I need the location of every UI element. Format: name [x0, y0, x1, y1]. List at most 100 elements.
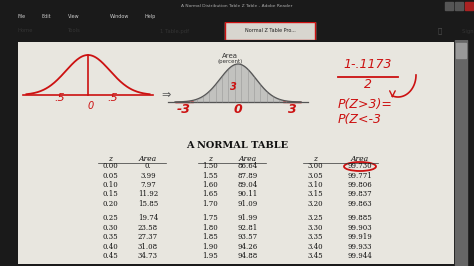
Text: 0.05: 0.05 [102, 172, 118, 180]
Bar [456, 43, 466, 58]
Text: A NORMAL TABLE: A NORMAL TABLE [186, 141, 288, 150]
Text: 3.35: 3.35 [307, 233, 323, 241]
Text: 3.25: 3.25 [307, 214, 323, 222]
Text: 86.64: 86.64 [238, 162, 258, 170]
Text: 3.15: 3.15 [307, 190, 323, 198]
Bar [455, 40, 467, 266]
Text: 0.: 0. [145, 162, 151, 170]
Text: Tools: Tools [68, 28, 81, 34]
Text: Edit: Edit [42, 15, 52, 19]
Text: 99.806: 99.806 [347, 181, 373, 189]
Text: 1.60: 1.60 [202, 181, 218, 189]
Text: P(Z>3)=: P(Z>3)= [338, 98, 393, 111]
Text: Window: Window [110, 15, 129, 19]
Text: Sign In: Sign In [462, 28, 474, 34]
Text: 99.933: 99.933 [348, 243, 372, 251]
Text: 0.15: 0.15 [102, 190, 118, 198]
Text: z: z [108, 155, 112, 163]
Text: 94.88: 94.88 [238, 252, 258, 260]
Text: 99.919: 99.919 [347, 233, 373, 241]
Text: 1-.1173: 1-.1173 [344, 58, 392, 71]
Text: 1.85: 1.85 [202, 233, 218, 241]
Text: 1.75: 1.75 [202, 214, 218, 222]
Text: 99.885: 99.885 [347, 214, 373, 222]
Text: 1 Table.pdf: 1 Table.pdf [160, 28, 189, 34]
Text: .5: .5 [55, 93, 65, 103]
Text: $\Rightarrow$: $\Rightarrow$ [158, 89, 172, 99]
Text: 0.45: 0.45 [102, 252, 118, 260]
Bar [455, 2, 463, 10]
Text: 99.730: 99.730 [348, 162, 372, 170]
Bar [445, 2, 453, 10]
Text: 99.771: 99.771 [347, 172, 373, 180]
Text: 3.00: 3.00 [307, 162, 323, 170]
Text: 23.58: 23.58 [138, 224, 158, 232]
Text: 90.11: 90.11 [238, 190, 258, 198]
Text: P(Z<-3: P(Z<-3 [338, 113, 382, 126]
Text: 1.50: 1.50 [202, 162, 218, 170]
Text: -3: -3 [177, 103, 191, 116]
Text: 93.57: 93.57 [238, 233, 258, 241]
Text: 7.97: 7.97 [140, 181, 156, 189]
Text: 94.26: 94.26 [238, 243, 258, 251]
Text: 0.00: 0.00 [102, 162, 118, 170]
Text: Area: Area [222, 53, 238, 59]
Text: 3.10: 3.10 [307, 181, 323, 189]
Text: Area: Area [351, 155, 369, 163]
Text: 0.10: 0.10 [102, 181, 118, 189]
Text: Help: Help [145, 15, 156, 19]
Text: 15.85: 15.85 [138, 200, 158, 208]
Text: (percent): (percent) [218, 59, 243, 64]
Text: 91.09: 91.09 [238, 200, 258, 208]
Text: 3.45: 3.45 [307, 252, 323, 260]
Text: 31.08: 31.08 [138, 243, 158, 251]
Text: 0.30: 0.30 [102, 224, 118, 232]
Text: Home: Home [18, 28, 34, 34]
Text: 99.863: 99.863 [348, 200, 372, 208]
Text: 3.20: 3.20 [307, 200, 323, 208]
Text: 0.20: 0.20 [102, 200, 118, 208]
Text: 0.40: 0.40 [102, 243, 118, 251]
Text: 1.90: 1.90 [202, 243, 218, 251]
Text: z: z [313, 155, 317, 163]
Text: 3.99: 3.99 [140, 172, 156, 180]
Text: 87.89: 87.89 [238, 172, 258, 180]
Text: 11.92: 11.92 [138, 190, 158, 198]
Text: 2: 2 [364, 78, 372, 91]
Text: 0.35: 0.35 [102, 233, 118, 241]
Text: 99.903: 99.903 [348, 224, 372, 232]
Text: 0: 0 [88, 101, 94, 111]
Text: 91.99: 91.99 [238, 214, 258, 222]
Text: 1.55: 1.55 [202, 172, 218, 180]
Text: 89.04: 89.04 [238, 181, 258, 189]
Text: 3.30: 3.30 [307, 224, 323, 232]
Text: 1.80: 1.80 [202, 224, 218, 232]
Text: A Normal Distribution Table Z Table - Adobe Reader: A Normal Distribution Table Z Table - Ad… [182, 4, 292, 8]
Text: 99.837: 99.837 [348, 190, 372, 198]
Bar [225, 22, 315, 40]
Text: 0.25: 0.25 [102, 214, 118, 222]
Text: Area: Area [239, 155, 257, 163]
Text: 1.70: 1.70 [202, 200, 218, 208]
Text: 19.74: 19.74 [138, 214, 158, 222]
Text: 3.40: 3.40 [307, 243, 323, 251]
Text: ⓘ: ⓘ [438, 28, 442, 34]
Text: File: File [18, 15, 26, 19]
Text: 3.05: 3.05 [307, 172, 323, 180]
Text: 99.944: 99.944 [347, 252, 373, 260]
Bar [225, 22, 315, 40]
Text: .5: .5 [108, 93, 118, 103]
Text: z: z [208, 155, 212, 163]
Text: 1.65: 1.65 [202, 190, 218, 198]
Text: 34.73: 34.73 [138, 252, 158, 260]
Bar [465, 2, 473, 10]
Text: 27.37: 27.37 [138, 233, 158, 241]
Text: 3: 3 [229, 82, 237, 92]
Text: View: View [68, 15, 80, 19]
Text: 0: 0 [234, 103, 242, 116]
Text: Area: Area [139, 155, 157, 163]
Text: 1.95: 1.95 [202, 252, 218, 260]
Text: 92.81: 92.81 [238, 224, 258, 232]
Text: Normal Z Table Pro...: Normal Z Table Pro... [245, 28, 295, 34]
Text: 3: 3 [288, 103, 296, 116]
